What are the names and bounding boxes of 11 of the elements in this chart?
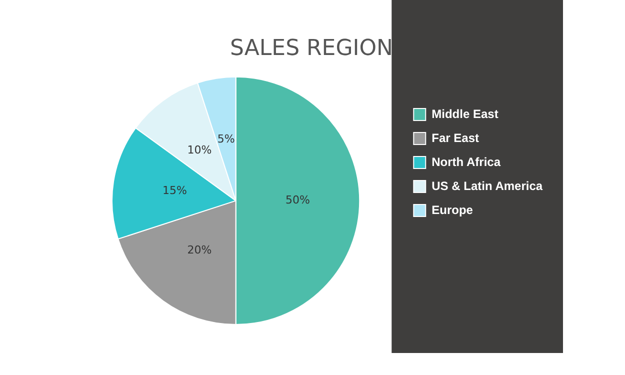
legend-label: Middle East (432, 106, 498, 121)
data-label: 5% (217, 132, 235, 146)
legend-label: Far East (432, 130, 479, 145)
data-label: 15% (162, 184, 187, 197)
text: SALES REGION (230, 36, 394, 61)
data-label: 50% (285, 194, 310, 207)
data-label: 20% (187, 244, 212, 257)
data-label: 10% (187, 143, 212, 156)
legend-label: North Africa (432, 154, 501, 169)
legend-label: Europe (432, 202, 474, 217)
legend-label: US & Latin America (432, 178, 543, 193)
